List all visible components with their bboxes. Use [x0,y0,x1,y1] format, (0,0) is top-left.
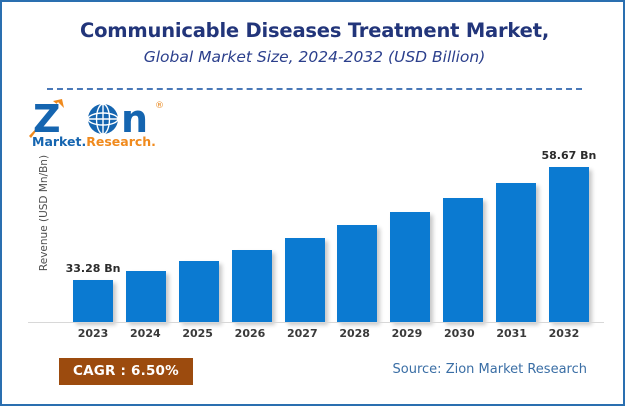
bar-column [178,152,220,322]
x-axis-tick: 2030 [443,327,475,340]
bar [178,260,219,322]
logo-letter-n: n [121,97,149,141]
logo-tagline: Market.Research. [32,134,172,149]
bar [390,212,431,322]
bar-value-label: 33.28 Bn [65,262,121,276]
title-block: Communicable Diseases Treatment Market, … [2,19,625,67]
x-axis-tick: 2032 [548,327,580,340]
bar-column [495,152,537,322]
x-axis-tick: 2024 [130,327,161,340]
bar [443,198,484,322]
bar [284,237,325,322]
bar-column [125,152,167,322]
x-axis-tick: 2025 [182,327,213,340]
bar [496,182,536,322]
x-axis-tick: 2031 [496,327,527,340]
bar-column: 33.28 Bn [66,152,120,322]
x-axis-tick-labels: 2023 2024 2025 2026 2027 2028 2029 2030 2031 2032 [72,327,585,340]
logo-letter-z: Z [33,97,61,141]
bar-series: 33.28 Bn 58.67 Bn [66,149,596,322]
cagr-badge: CAGR : 6.50% [59,358,193,385]
bar [73,280,113,322]
source-note: Source: Zion Market Research [392,362,587,377]
logo-tagline-sep: . [81,134,87,149]
swoosh-icon [29,99,64,138]
page-title: Communicable Diseases Treatment Market, [79,19,550,42]
zion-market-research-logo: Z n ® Market.Research. [28,97,168,158]
x-axis-tick: 2026 [234,327,266,340]
y-axis-label: Revenue (USD Mn/Bn) [38,154,50,272]
plot-area: Revenue (USD Mn/Bn) 33.28 Bn 58.67 Bn [26,149,604,322]
logo-tagline-research: Research [86,134,152,149]
bar-column [231,152,273,322]
bar-column [336,152,378,322]
page-subtitle: Global Market Size, 2024-2032 (USD Billi… [143,48,486,67]
bar-column: 58.67 Bn [541,149,596,322]
x-axis-line [28,322,604,323]
divider [47,88,582,90]
bar-column [284,152,326,322]
bar [125,270,166,322]
x-axis-tick: 2027 [287,327,318,340]
registered-trademark-icon: ® [155,101,164,111]
bar [337,225,378,322]
logo-tagline-market: Market [32,134,82,149]
x-axis-tick: 2029 [391,327,423,340]
logo-tagline-end: . [151,134,156,149]
globe-icon [87,103,119,135]
bar-column [389,152,431,322]
bar-column [442,152,484,322]
bar [231,249,272,322]
logo-wordmark: Z n ® [28,97,168,141]
x-axis-tick: 2023 [77,327,109,340]
bar-value-label: 58.67 Bn [541,148,597,162]
x-axis-tick: 2028 [339,327,370,340]
bar [548,166,589,322]
